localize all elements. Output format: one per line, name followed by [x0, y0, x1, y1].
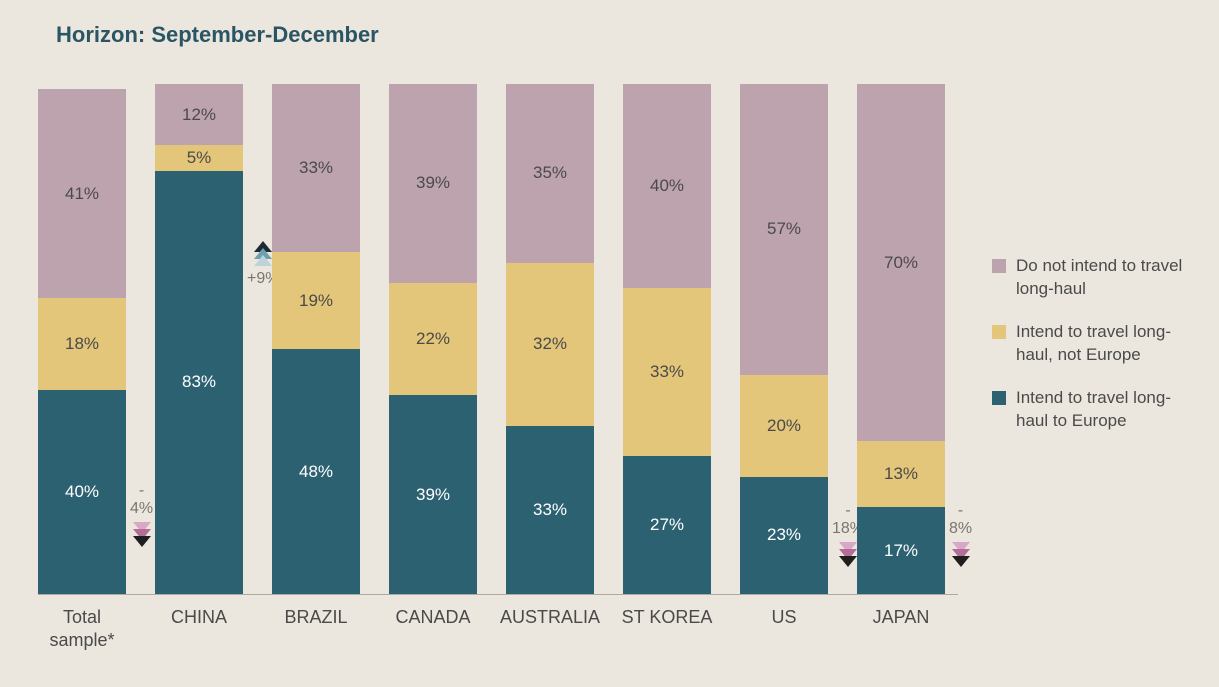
legend-swatch: [992, 259, 1006, 273]
legend-item: Intend to travel long-haul to Europe: [992, 387, 1202, 433]
legend: Do not intend to travel long-haul Intend …: [992, 255, 1202, 453]
stacked-bar: 12%5%83%: [155, 84, 243, 594]
bar-group: 70%13%17%JAPAN- 8%: [857, 84, 945, 594]
bar-segment-do_not: 40%: [623, 84, 711, 288]
bar-segment-to_europe: 40%: [38, 390, 126, 594]
bar-segment-do_not: 70%: [857, 84, 945, 441]
legend-item: Intend to travel long-haul, not Europe: [992, 321, 1202, 367]
bar-segment-not_europe: 33%: [623, 288, 711, 456]
bar-segment-not_europe: 5%: [155, 145, 243, 171]
bar-group: 41%18%40%Totalsample*- 4%: [38, 89, 126, 594]
stacked-bar: 39%22%39%: [389, 84, 477, 594]
x-axis-label: ST KOREA: [622, 606, 713, 629]
bar-group: 39%22%39%CANADA: [389, 84, 477, 594]
bar-segment-not_europe: 19%: [272, 252, 360, 349]
bar-group: 33%19%48%BRAZIL: [272, 84, 360, 594]
stacked-bar: 33%19%48%: [272, 84, 360, 594]
chart-plot-area: 41%18%40%Totalsample*- 4% 12%5%83%CHINA+9…: [38, 85, 958, 595]
stacked-bar: 35%32%33%: [506, 84, 594, 594]
stacked-bar: 41%18%40%: [38, 89, 126, 594]
chart-title: Horizon: September-December: [56, 22, 379, 48]
bar-segment-not_europe: 32%: [506, 263, 594, 426]
bar-segment-do_not: 39%: [389, 84, 477, 283]
bar-segment-to_europe: 27%: [623, 456, 711, 594]
stacked-bar: 57%20%23%: [740, 84, 828, 594]
annotation-text: - 4%: [130, 482, 153, 518]
legend-item: Do not intend to travel long-haul: [992, 255, 1202, 301]
bar-group: 40%33%27%ST KOREA: [623, 84, 711, 594]
stacked-bar: 70%13%17%: [857, 84, 945, 594]
bar-segment-not_europe: 22%: [389, 283, 477, 395]
x-axis-label: BRAZIL: [284, 606, 347, 629]
x-axis-label: CANADA: [395, 606, 470, 629]
x-axis-label: Totalsample*: [49, 606, 114, 651]
x-axis-label: US: [771, 606, 796, 629]
bar-segment-not_europe: 20%: [740, 375, 828, 477]
x-axis-label: AUSTRALIA: [500, 606, 600, 629]
legend-swatch: [992, 391, 1006, 405]
triangle-down-icon: [130, 522, 153, 543]
x-axis-label: CHINA: [171, 606, 227, 629]
bar-segment-do_not: 35%: [506, 84, 594, 263]
bar-segment-to_europe: 83%: [155, 171, 243, 594]
bar-group: 57%20%23%US- 18%: [740, 84, 828, 594]
legend-label: Intend to travel long-haul to Europe: [1016, 387, 1202, 433]
x-axis-label: JAPAN: [873, 606, 930, 629]
bar-segment-to_europe: 17%: [857, 507, 945, 594]
legend-label: Intend to travel long-haul, not Europe: [1016, 321, 1202, 367]
annotation-text: - 8%: [949, 502, 972, 538]
bar-group: 12%5%83%CHINA+9%: [155, 84, 243, 594]
triangle-down-icon: [949, 542, 972, 563]
change-annotation: - 8%: [949, 498, 972, 563]
legend-label: Do not intend to travel long-haul: [1016, 255, 1202, 301]
bar-segment-to_europe: 23%: [740, 477, 828, 594]
bar-group: 35%32%33%AUSTRALIA: [506, 84, 594, 594]
bar-segment-to_europe: 33%: [506, 426, 594, 594]
bar-segment-to_europe: 39%: [389, 395, 477, 594]
bar-segment-not_europe: 13%: [857, 441, 945, 507]
change-annotation: - 4%: [130, 478, 153, 543]
bar-segment-to_europe: 48%: [272, 349, 360, 594]
bar-segment-not_europe: 18%: [38, 298, 126, 390]
bar-segment-do_not: 57%: [740, 84, 828, 375]
stacked-bar: 40%33%27%: [623, 84, 711, 594]
bar-segment-do_not: 33%: [272, 84, 360, 252]
bar-segment-do_not: 12%: [155, 84, 243, 145]
legend-swatch: [992, 325, 1006, 339]
bar-segment-do_not: 41%: [38, 89, 126, 298]
